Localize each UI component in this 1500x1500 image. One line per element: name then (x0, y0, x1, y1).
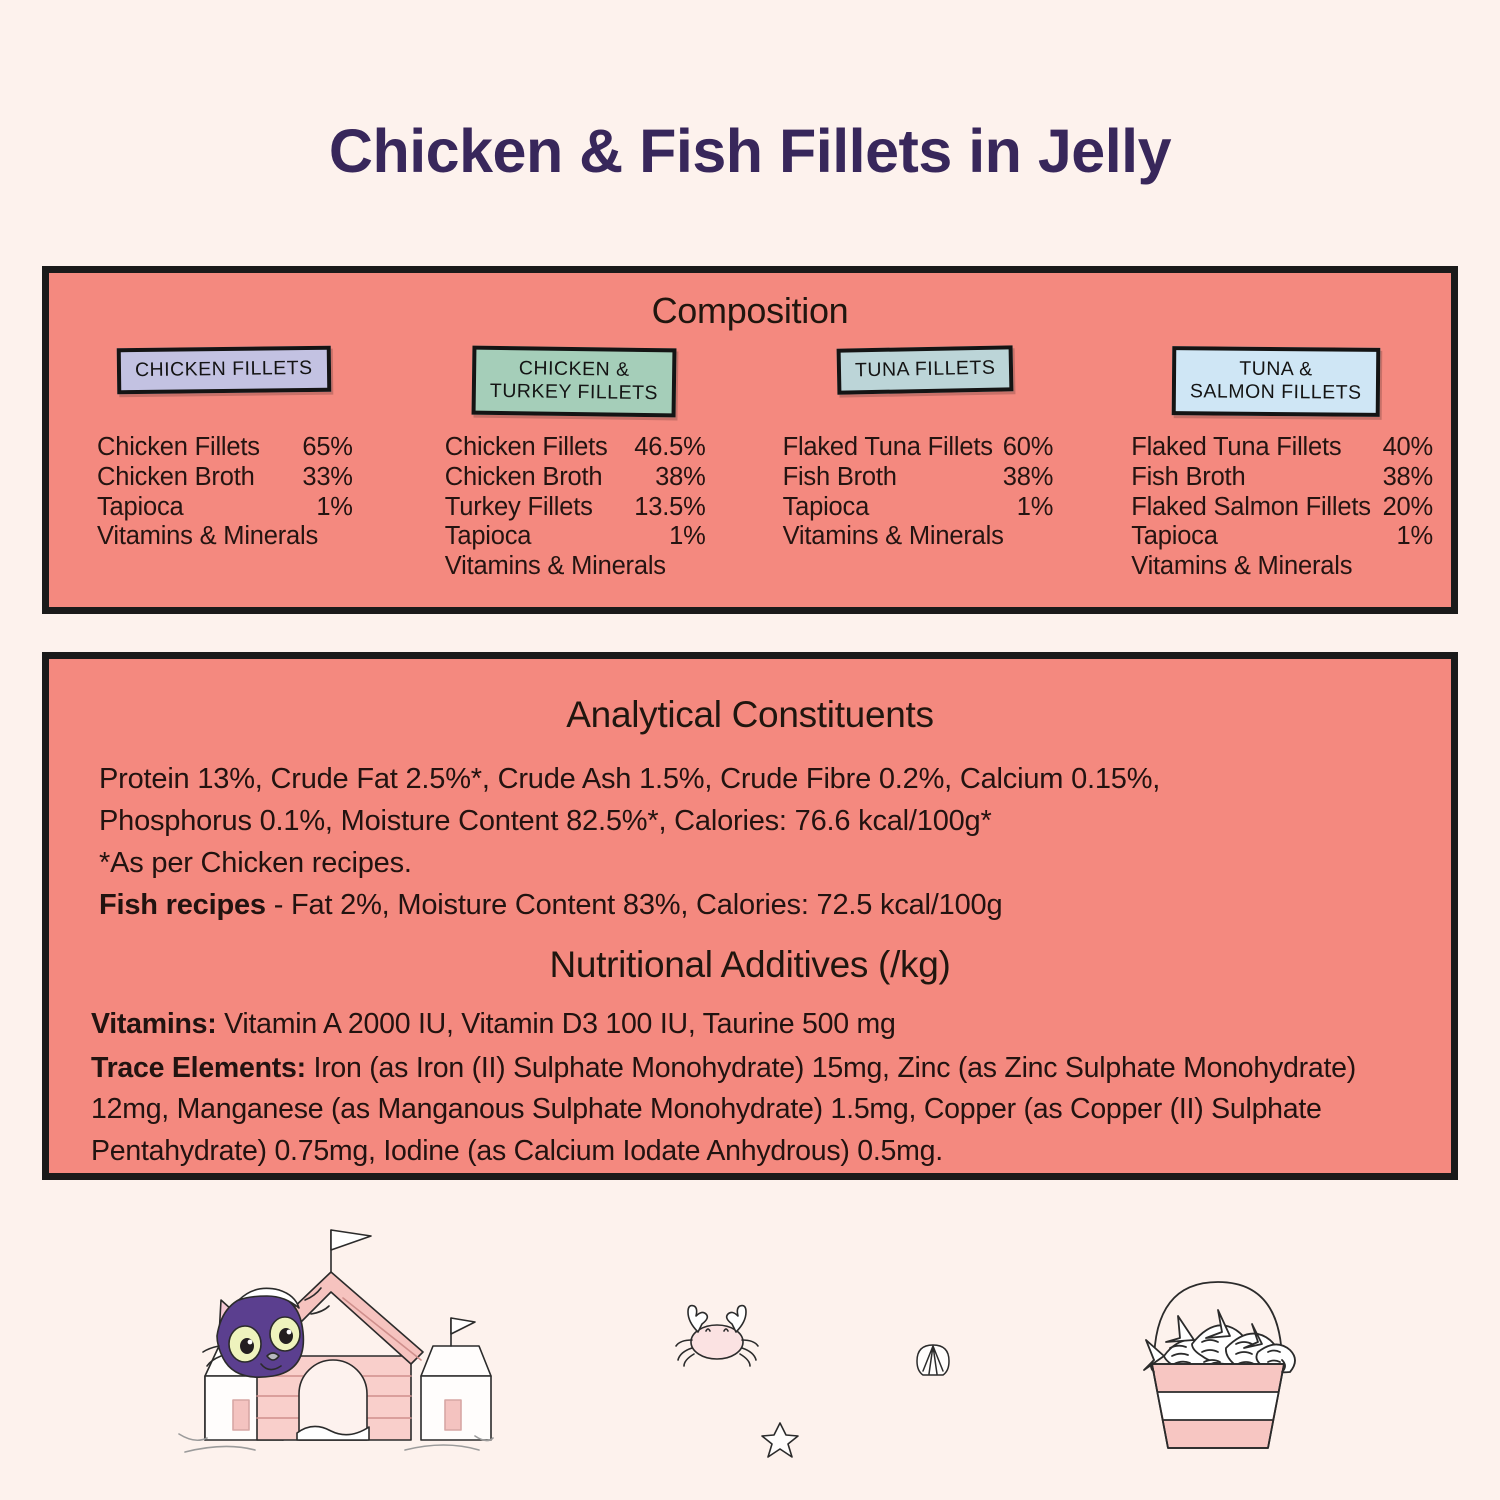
analytical-line-1: Protein 13%, Crude Fat 2.5%*, Crude Ash … (99, 763, 1161, 795)
composition-column-tuna-salmon: TUNA & SALMON FILLETS Flaked Tuna Fillets… (1101, 346, 1451, 582)
ingredient-row: Tapioca 1% (1131, 522, 1433, 552)
additives-body: Vitamins: Vitamin A 2000 IU, Vitamin D3 … (91, 1004, 1409, 1172)
ingredient-name: Vitamins & Minerals (1131, 552, 1353, 581)
ingredient-name: Tapioca (444, 522, 532, 551)
ingredient-name: Chicken Fillets (444, 433, 608, 461)
ingredient-name: Flaked Salmon Fillets (1131, 492, 1371, 521)
analytical-fish-line: Fish recipes - Fat 2%, Moisture Content … (99, 884, 1401, 926)
composition-column-tuna: TUNA FILLETS Flaked Tuna Fillets 60% Fish … (749, 345, 1102, 582)
ingredient-name: Flaked Tuna Fillets (1131, 433, 1342, 461)
ingredient-percentage: 20% (1382, 492, 1434, 521)
trace-elements-row: Trace Elements: Iron (as Iron (II) Sulph… (91, 1048, 1409, 1173)
ingredient-row: Vitamins & Minerals (1131, 552, 1433, 582)
badge-wrap: TUNA FILLETS (753, 345, 1098, 419)
ingredient-row: Vitamins & Minerals (783, 522, 1054, 552)
ingredient-name: Vitamins & Minerals (782, 522, 1004, 551)
ingredient-name: Chicken Broth (444, 462, 603, 491)
ingredient-percentage: 13.5% (634, 492, 706, 521)
ingredient-row: Chicken Fillets 65% (97, 433, 353, 463)
ingredient-name: Tapioca (97, 492, 184, 521)
ingredient-percentage: 38% (1382, 462, 1434, 491)
vitamins-value: Vitamin A 2000 IU, Vitamin D3 100 IU, Ta… (216, 1008, 896, 1041)
composition-columns: CHICKEN FILLETS Chicken Fillets 65% Chicke… (49, 345, 1451, 582)
ingredient-row: Chicken Fillets 46.5% (445, 433, 706, 463)
vitamins-label: Vitamins: (91, 1008, 217, 1041)
ingredient-name: Chicken Fillets (97, 433, 260, 461)
variant-badge-chicken-fillets: CHICKEN FILLETS (116, 345, 331, 395)
vitamins-row: Vitamins: Vitamin A 2000 IU, Vitamin D3 … (91, 1004, 1409, 1046)
ingredient-row: Tapioca 1% (445, 522, 706, 552)
badge-wrap: CHICKEN & TURKEY FILLETS (403, 345, 745, 419)
crab-illustration (672, 1302, 762, 1379)
analytical-heading: Analytical Constituents (566, 694, 934, 735)
ingredient-percentage: 1% (1016, 492, 1054, 521)
ingredient-percentage: 38% (655, 462, 706, 491)
analytical-footnote: *As per Chicken recipes. (99, 847, 412, 880)
ingredient-row: Tapioca 1% (783, 493, 1054, 523)
analytical-body: Protein 13%, Crude Fat 2.5%*, Crude Ash … (99, 758, 1401, 926)
composition-column-chicken: CHICKEN FILLETS Chicken Fillets 65% Chicke… (49, 345, 399, 582)
variant-badge-chicken-turkey-fillets: CHICKEN & TURKEY FILLETS (471, 345, 677, 418)
ingredient-percentage: 38% (1002, 462, 1054, 491)
ingredient-percentage: 1% (1396, 522, 1434, 551)
analytical-line-2: Phosphorus 0.1%, Moisture Content 82.5%*… (99, 805, 992, 838)
ingredient-row: Vitamins & Minerals (97, 522, 353, 552)
variant-badge-tuna-fillets: TUNA FILLETS (836, 345, 1014, 395)
ingredient-name: Vitamins & Minerals (97, 522, 319, 551)
page-title: Chicken & Fish Fillets in Jelly (328, 117, 1172, 185)
ingredient-row: Fish Broth 38% (1131, 463, 1433, 493)
fish-recipes-values: - Fat 2%, Moisture Content 83%, Calories… (265, 889, 1003, 922)
ingredient-percentage: 1% (316, 492, 353, 521)
ingredient-name: Vitamins & Minerals (444, 552, 666, 581)
composition-column-chicken-turkey: CHICKEN & TURKEY FILLETS Chicken Fillets 4… (399, 345, 749, 582)
ingredient-name: Fish Broth (1131, 462, 1246, 491)
starfish-illustration (760, 1420, 800, 1465)
ingredient-list: Chicken Fillets 46.5% Chicken Broth 38% Turk… (403, 433, 745, 582)
ingredient-row: Flaked Tuna Fillets 40% (1131, 433, 1433, 463)
ingredient-percentage: 65% (302, 433, 353, 461)
seashell-illustration (915, 1343, 951, 1382)
ingredient-row: Turkey Fillets 13.5% (445, 493, 706, 523)
ingredient-row: Chicken Broth 38% (445, 463, 706, 493)
ingredient-name: Turkey Fillets (444, 492, 593, 521)
ingredient-row: Vitamins & Minerals (445, 552, 706, 582)
ingredient-list: Flaked Tuna Fillets 40% Fish Broth 38% Flake… (1105, 433, 1447, 582)
ingredient-percentage: 60% (1002, 433, 1054, 461)
ingredient-row: Flaked Salmon Fillets 20% (1131, 493, 1433, 523)
composition-panel: Composition CHICKEN FILLETS Chicken Fill… (42, 266, 1458, 614)
ingredient-name: Flaked Tuna Fillets (782, 433, 993, 461)
ingredient-row: Flaked Tuna Fillets 60% (783, 433, 1054, 463)
ingredient-row: Fish Broth 38% (783, 463, 1054, 493)
ingredient-name: Tapioca (782, 492, 870, 521)
ingredient-name: Chicken Broth (97, 462, 255, 491)
badge-wrap: TUNA & SALMON FILLETS (1105, 346, 1447, 419)
trace-elements-label: Trace Elements: (91, 1051, 306, 1084)
ingredient-name: Fish Broth (782, 462, 897, 491)
ingredient-list: Chicken Fillets 65% Chicken Broth 33% Tapioc… (53, 433, 395, 552)
ingredient-name: Tapioca (1131, 522, 1218, 551)
analytical-constituents-panel: Analytical Constituents Protein 13%, Cru… (42, 652, 1458, 1180)
ingredient-percentage: 46.5% (634, 433, 706, 461)
sandcastle-with-cat-illustration (175, 1228, 495, 1483)
ingredient-row: Tapioca 1% (97, 493, 353, 523)
ingredient-row: Chicken Broth 33% (97, 463, 353, 493)
badge-wrap: CHICKEN FILLETS (53, 345, 395, 419)
ingredient-percentage: 1% (669, 522, 706, 551)
ingredient-percentage: 33% (302, 462, 353, 491)
ingredient-percentage: 40% (1382, 433, 1434, 461)
trace-elements-value: Iron (as Iron (II) Sulphate Monohydrate)… (91, 1051, 1356, 1168)
fish-recipes-label: Fish recipes (99, 889, 266, 922)
fish-bucket-illustration (1118, 1252, 1318, 1467)
variant-badge-tuna-salmon-fillets: TUNA & SALMON FILLETS (1171, 346, 1381, 417)
additives-heading: Nutritional Additives (/kg) (549, 944, 951, 986)
ingredient-list: Flaked Tuna Fillets 60% Fish Broth 38% Tapio… (753, 433, 1098, 552)
composition-heading: Composition (651, 290, 849, 331)
